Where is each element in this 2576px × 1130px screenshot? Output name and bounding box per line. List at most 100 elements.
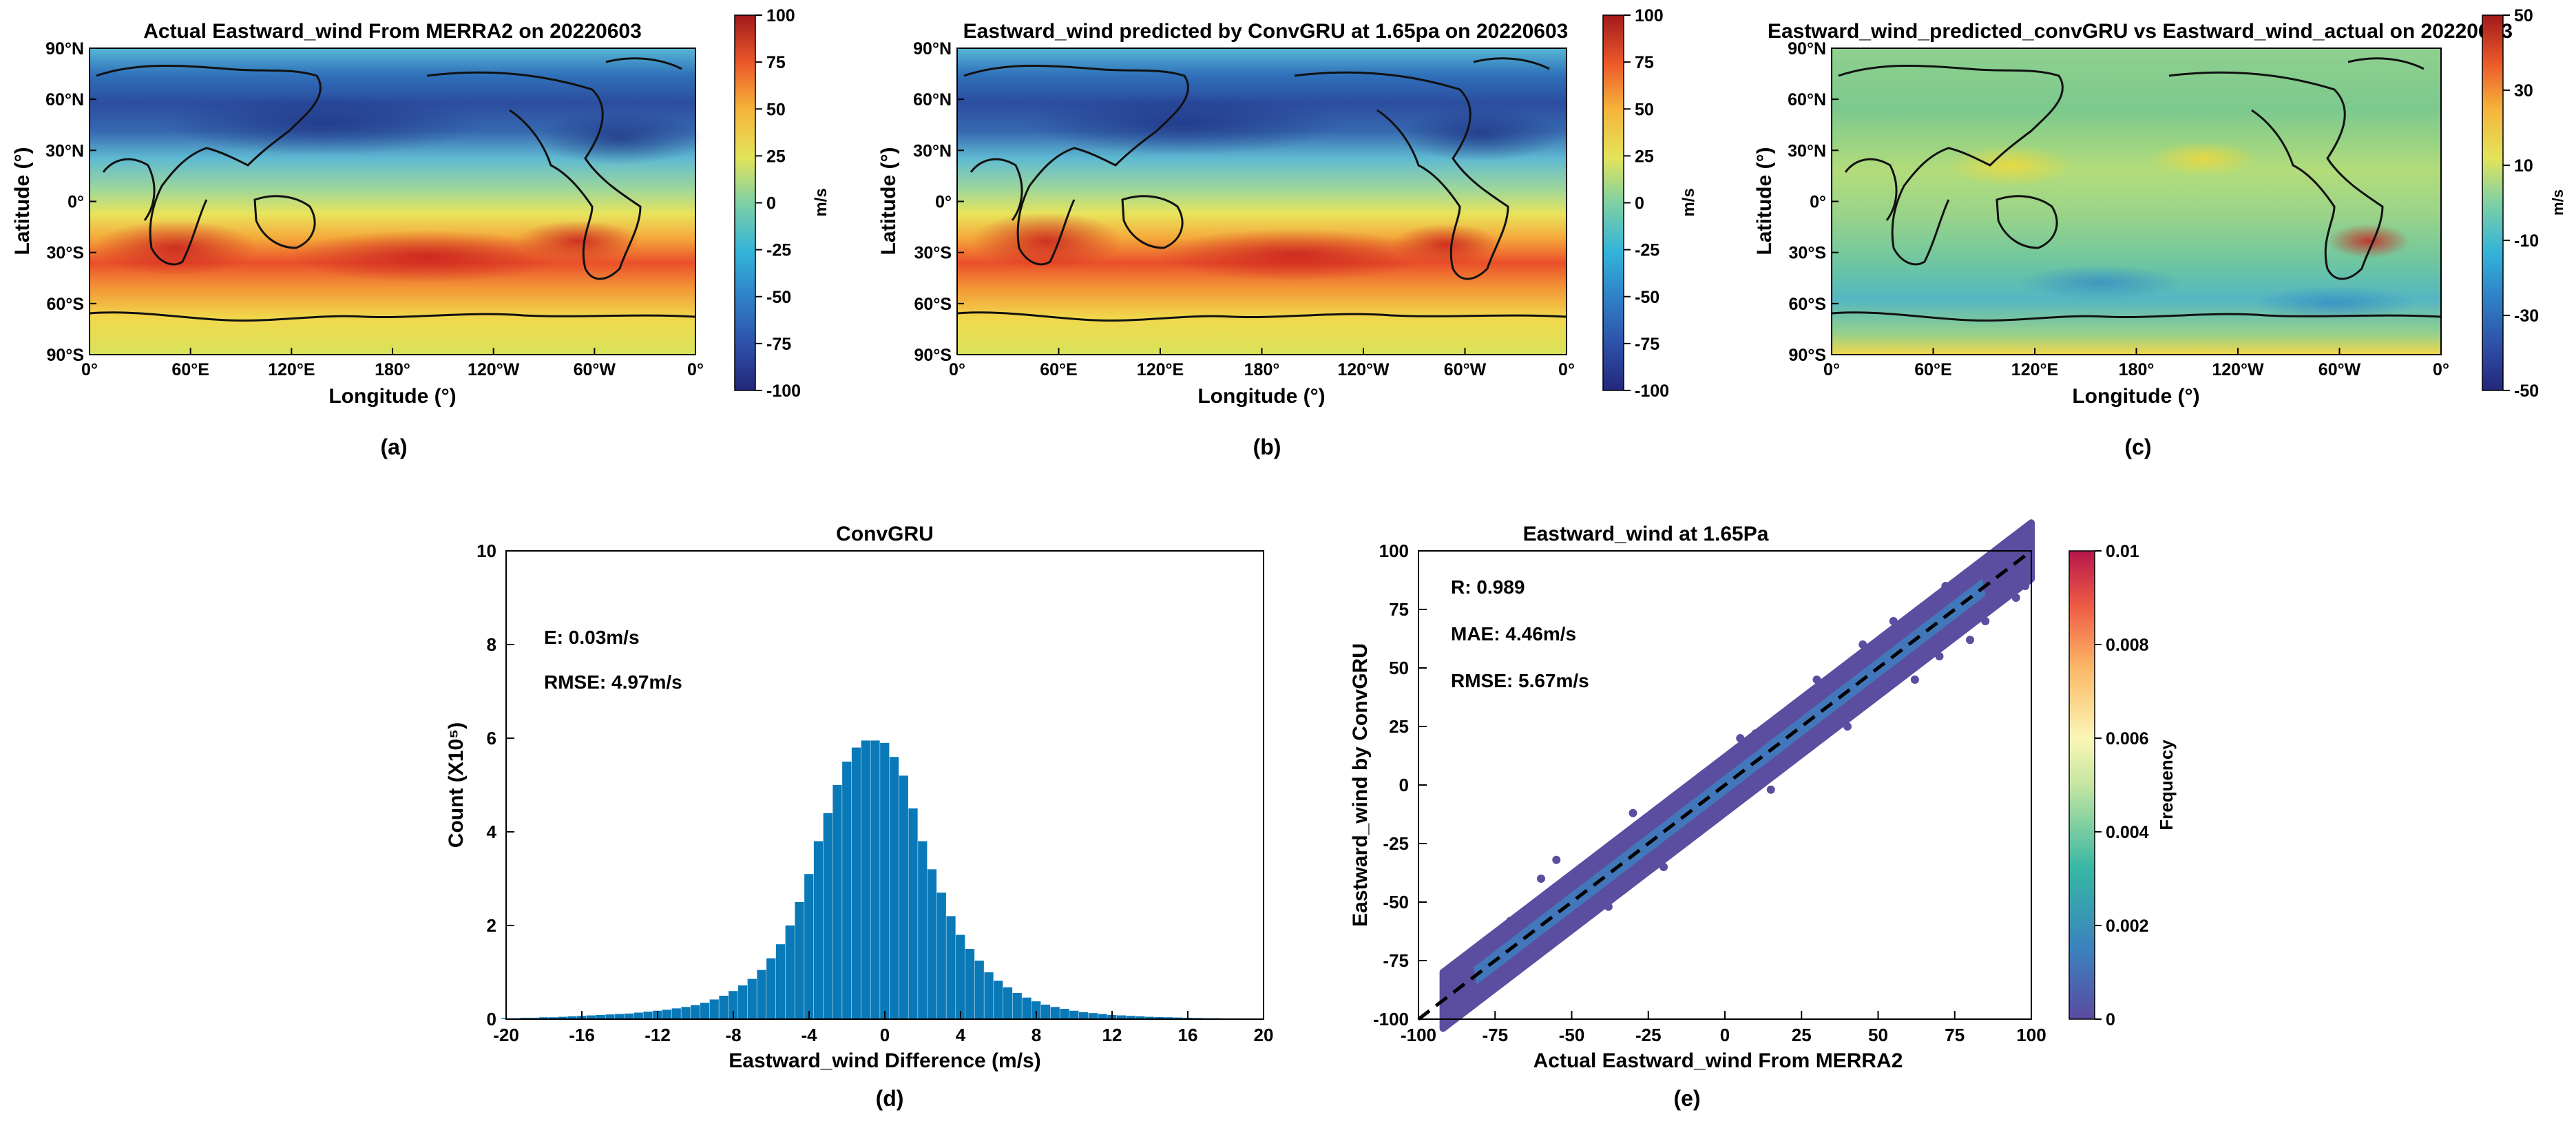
panel-b-easterly-core [1398,107,1563,162]
y-tick-label: 2 [487,915,496,936]
histogram-bar [851,747,861,1019]
panel-c-colorbar-unit: m/s [2549,189,2566,216]
y-tick-label: 60°S [47,295,84,314]
panel-e-one-to-one-line [1417,550,2033,1021]
y-tick-label: 60°N [1788,90,1826,109]
panel-d-xlabel: Eastward_wind Difference (m/s) [729,1049,1040,1072]
panel-d-stat-e: E: 0.03m/s [544,627,640,648]
panel-d-label: (d) [876,1086,904,1111]
x-tick-label: 120°W [2212,360,2264,379]
panel-c-y-ticks: 90°N 60°N 30°N 0° 30°S 60°S 90°S [1788,39,1839,365]
x-tick-label: 8 [1032,1025,1041,1045]
scatter-point [1966,636,1974,645]
colorbar-tick-label: 0.004 [2106,823,2149,842]
histogram-bar [1164,1017,1173,1019]
panel-c: 90°N 60°N 30°N 0° 30°S 60°S 90°S 0° 60°E 120°E 18… [1753,6,2566,459]
scatter-point [1843,722,1852,731]
colorbar-tick-label: -10 [2514,231,2539,251]
panel-e-y-ticks: -100 -75 -50 -25 0 25 50 75 100 [1373,541,1427,1029]
histogram-bar [889,757,899,1019]
scatter-point [1981,617,1990,625]
panel-a-colorbar [734,14,756,391]
histogram-bar [956,934,965,1019]
histogram-bar [908,808,918,1019]
panel-a: Actual Eastward_wind From MERRA2 on 2022… [11,6,830,459]
panel-d-ylabel: Count (X10⁵) [445,722,468,848]
x-tick-label: 60°E [1040,360,1077,379]
y-tick-label: 90°N [45,39,84,59]
x-tick-label: 0 [1720,1025,1730,1045]
x-tick-label: 25 [1792,1025,1812,1045]
colorbar-tick-label: -30 [2514,306,2539,326]
panel-e: Eastward_wind at 1.65Pa -100 -75 -50 -25 0 25… [1349,519,2177,1111]
x-tick-label: 0 [880,1025,890,1045]
x-tick-label: 180° [1244,360,1280,379]
colorbar-tick-label: 0.002 [2106,917,2149,936]
x-tick-label: -25 [1635,1025,1662,1045]
histogram-bar [643,1012,653,1019]
histogram-bar [1088,1013,1098,1019]
colorbar-tick-label: 25 [1635,147,1654,166]
colorbar-tick-label: -25 [1635,241,1659,260]
panel-a-ylabel: Latitude (°) [11,147,34,255]
histogram-bar [1069,1010,1079,1019]
colorbar-tick-label: -25 [766,241,791,260]
x-tick-label: -12 [645,1025,671,1045]
panel-a-colorbar-ticks: 100 75 50 25 0 -25 -50 -75 -100 [755,6,801,401]
histogram-bar [870,740,880,1019]
histogram-bar [1116,1015,1127,1019]
panel-c-ylabel: Latitude (°) [1753,147,1776,255]
panel-e-stat-r: R: 0.989 [1451,576,1525,598]
panel-a-easterly-core [165,93,482,155]
scatter-density-core [1474,578,1986,985]
colorbar-tick-label: 0.006 [2106,729,2149,749]
colorbar-tick-label: -50 [766,288,791,307]
panel-e-stat-mae: MAE: 4.46m/s [1451,623,1576,645]
histogram-bar [795,902,804,1019]
y-tick-label: 4 [487,822,497,842]
y-tick-label: 0 [1399,775,1409,795]
y-tick-label: 60°S [914,295,952,314]
scatter-point [1629,808,1637,817]
y-tick-label: 50 [1389,658,1409,678]
y-tick-label: 60°N [45,90,84,109]
colorbar-tick-label: 30 [2514,81,2533,101]
panel-b-coastlines [956,57,1567,322]
panel-b-title: Eastward_wind predicted by ConvGRU at 1.… [963,20,1569,43]
colorbar-tick-label: 75 [766,53,786,72]
histogram-bar [671,1008,681,1019]
panel-c-anomaly [1949,145,2073,186]
y-tick-label: 30°S [914,244,952,263]
panel-e-label: (e) [1673,1086,1700,1111]
y-tick-label: -75 [1383,950,1409,971]
y-tick-label: 30°N [913,141,952,160]
histogram-bar [747,979,757,1019]
scatter-point [1766,785,1775,794]
panel-e-ylabel: Eastward_wind by ConvGRU [1349,643,1372,927]
y-tick-label: -100 [1373,1009,1409,1029]
scatter-point [1935,652,1944,660]
y-tick-label: 100 [1379,541,1409,561]
x-tick-label: -8 [725,1025,741,1045]
histogram-bar [596,1014,605,1019]
colorbar-tick-label: 0.008 [2106,636,2149,655]
x-tick-label: 0° [2433,360,2449,379]
histogram-bar [1135,1016,1145,1019]
x-tick-label: 120°W [1337,360,1390,379]
colorbar-tick-label: 0.01 [2106,542,2139,561]
x-tick-label: -16 [569,1025,595,1045]
colorbar-tick-label: 50 [2514,6,2533,25]
panel-b-colorbar-unit: m/s [1679,188,1698,216]
y-tick-label: -25 [1383,833,1409,854]
colorbar-tick-label: 0 [766,194,776,213]
histogram-bar [624,1013,634,1019]
colorbar-tick-label: -100 [1635,381,1669,401]
panel-a-xlabel: Longitude (°) [328,385,456,408]
histogram-bar [1003,987,1013,1019]
histogram-bar [586,1015,596,1019]
panel-c-title: Eastward_wind_predicted_convGRU vs Eastw… [1768,20,2513,43]
histogram-bar [1022,997,1032,1019]
histogram-bar [994,981,1003,1019]
histogram-bar [530,1017,539,1019]
panel-b-label: (b) [1253,435,1281,459]
